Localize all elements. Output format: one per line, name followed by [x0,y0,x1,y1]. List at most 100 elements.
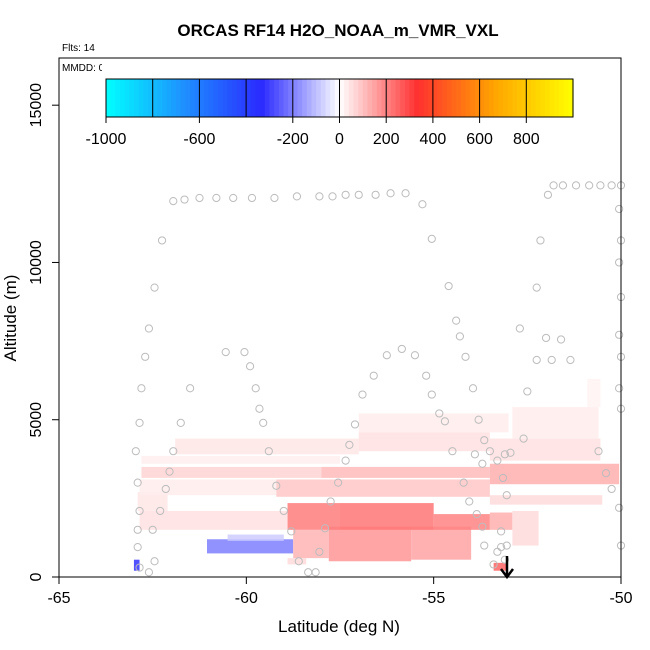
track-point [536,236,545,245]
track-point [255,404,264,413]
heatmap-cell [489,495,603,505]
track-point [601,469,611,478]
x-tick-label: -50 [609,590,632,607]
track-point [455,332,464,341]
colorbar-tick-label: -600 [183,131,215,148]
colorbar-segment [460,79,467,117]
track-point [468,384,478,393]
track-point [543,190,553,199]
track-point [547,355,556,365]
track-point [229,193,238,203]
track-point [401,189,410,198]
data-cells [133,378,620,571]
colorbar-segment [479,79,485,117]
track-point [489,560,498,569]
heatmap-cell [287,558,307,565]
track-point [549,181,558,190]
track-point [480,541,489,550]
track-point [615,384,624,393]
track-point [452,316,461,325]
colorbar-segment [208,79,215,117]
heatmap-cell [358,432,490,452]
colorbar-segment [386,79,392,117]
track-point [615,330,624,339]
heatmap-cell [293,529,329,559]
colorbar-segment [124,79,130,117]
colorbar-segment [549,79,555,117]
track-point [328,192,337,201]
track-point [500,450,509,459]
colorbar-segment [465,79,471,117]
colorbar-segment [437,79,443,117]
y-tick-label: 10000 [28,240,45,285]
track-point [315,192,324,201]
track-point [498,473,508,483]
track-point [161,484,170,494]
track-point [251,384,260,393]
heatmap-cell [206,539,294,554]
flight-track [131,181,626,577]
colorbar-segment [255,79,261,117]
x-tick-label: -60 [235,590,258,607]
heatmap-cell [433,514,490,530]
colorbar-segment [432,79,439,117]
y-axis-label: Altitude (m) [1,275,20,362]
colorbar-segment [176,79,182,117]
colorbar-segment [316,79,322,117]
track-point [566,355,575,365]
track-point [515,324,524,333]
track-point [186,384,195,393]
colorbar-segment [274,79,280,117]
track-point [137,384,146,393]
track-point [247,193,257,203]
track-point [141,352,150,361]
colorbar-segment [362,79,369,117]
colorbar-segment [306,79,313,117]
colorbar-segment [320,79,327,117]
colorbar-segment [530,79,537,117]
heatmap-cell [489,463,620,485]
track-point [478,522,487,531]
track-point [131,447,140,456]
y-tick-label: 15000 [28,83,45,128]
colorbar-tick-label: -200 [277,131,309,148]
colorbar: -1000 -600 -200 0 200 400 600 800 [86,63,577,148]
track-point [279,506,288,516]
track-point [607,484,616,494]
colorbar-segment [334,79,341,117]
track-point [440,417,450,426]
colorbar-segment [395,79,401,117]
heatmap-cell [512,407,599,439]
track-point [341,456,350,465]
colorbar-tick-label: 800 [513,131,540,148]
track-point [493,547,502,556]
colorbar-segment [302,79,308,117]
track-point [556,335,566,344]
track-point [493,456,502,465]
colorbar-segment [493,79,499,117]
track-point [502,541,511,550]
heatmap-cell [137,492,168,511]
colorbar-segment [367,79,373,117]
track-point [532,283,541,292]
flights-label: Flts: 14 [62,43,95,54]
colorbar-segment [190,79,196,117]
colorbar-segment [311,79,317,117]
colorbar-segment [390,79,397,117]
track-point [480,436,489,445]
track-point [264,447,273,456]
colorbar-segment [442,79,448,117]
track-point [169,447,178,456]
colorbar-segment [451,79,457,117]
colorbar-segment [213,79,219,117]
date-label: MMDD: 0218 [62,63,121,74]
track-point [541,333,551,343]
y-tick-label: 0 [28,572,45,581]
colorbar-segment [129,79,135,117]
colorbar-segment [400,79,406,117]
colorbar-segment [236,79,243,117]
colorbar-segment [180,79,186,117]
colorbar-tick-label: 200 [373,131,400,148]
colorbar-segment [120,79,126,117]
colorbar-segment [171,79,177,117]
